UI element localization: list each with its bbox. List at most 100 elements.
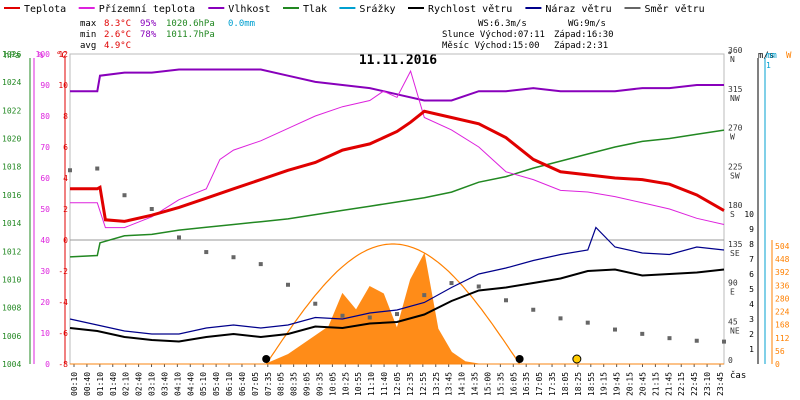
sun-rise-info: Slunce Východ:07:11 <box>442 30 545 40</box>
direction-point <box>95 166 100 171</box>
stats-max-label: max <box>80 19 97 29</box>
x-tick-label: 06:40 <box>238 372 247 396</box>
sunrise-marker <box>262 355 271 363</box>
temperature-axis-label: °C <box>56 51 67 61</box>
series-solar-area <box>70 252 724 365</box>
sun-set-info: Západ:16:30 <box>554 30 614 40</box>
solar-axis-label: W <box>786 51 792 61</box>
direction-point <box>149 207 154 211</box>
temperature-tick-label: 12 <box>58 50 68 59</box>
stats-min-label: min <box>80 30 96 40</box>
temperature-tick-label: -4 <box>58 298 68 307</box>
temperature-tick-label: -2 <box>58 267 68 276</box>
temperature-tick-label: 10 <box>58 81 68 90</box>
x-tick-label: 09:35 <box>315 372 324 396</box>
x-tick-label: 20:15 <box>626 372 635 396</box>
rain-tick-label: 1 <box>766 61 771 70</box>
series-temperature-line <box>70 109 725 223</box>
x-tick-label: 11:10 <box>367 372 376 396</box>
direction-tick-label: 0 <box>728 356 733 365</box>
direction-point <box>286 282 290 287</box>
pressure-tick-label: 1014 <box>2 219 21 228</box>
direction-point <box>449 281 454 286</box>
x-tick-label: 18:05 <box>561 372 570 396</box>
pressure-tick-label: 1026 <box>2 50 21 59</box>
x-tick-label: 20:45 <box>638 372 647 396</box>
legend-label-3: Tlak <box>303 4 327 15</box>
wind-tick-label: 4 <box>749 300 754 309</box>
x-tick-label: 22:15 <box>677 372 686 396</box>
wind-speed-info: WS:6.3m/s <box>478 19 527 29</box>
solar-tick-label: 224 <box>775 308 790 317</box>
wind-tick-label: 7 <box>749 255 754 264</box>
direction-point <box>694 338 699 343</box>
sun-arc <box>265 243 521 365</box>
solar-tick-label: 392 <box>775 268 790 277</box>
direction-tick-label: E <box>730 288 735 297</box>
x-tick-label: 19:15 <box>600 372 609 396</box>
x-tick-label: 21:45 <box>664 372 673 396</box>
solar-tick-label: 504 <box>775 242 790 251</box>
humidity-tick-label: 40 <box>40 236 50 245</box>
stats-min-temp: 2.6°C <box>104 30 131 40</box>
direction-point <box>558 316 563 321</box>
direction-tick-label: 315 <box>728 85 743 94</box>
direction-point <box>613 327 617 332</box>
solar-tick-label: 56 <box>775 347 785 356</box>
legend-label-0: Teplota <box>24 4 66 15</box>
solar-tick-label: 448 <box>775 255 790 264</box>
sunset-marker <box>515 355 524 363</box>
direction-point <box>258 262 263 267</box>
direction-tick-label: 45 <box>728 317 738 326</box>
x-tick-label: 23:45 <box>716 372 725 396</box>
x-tick-label: 18:25 <box>574 372 583 396</box>
x-tick-label: 12:35 <box>406 372 415 396</box>
pressure-tick-label: 1012 <box>2 247 21 256</box>
direction-tick-label: 270 <box>728 124 743 133</box>
wind-tick-label: 5 <box>749 285 754 294</box>
temperature-tick-label: 2 <box>63 205 68 214</box>
x-tick-label: 01:10 <box>96 372 105 396</box>
x-tick-label: 17:05 <box>535 372 544 396</box>
humidity-tick-label: 100 <box>36 50 51 59</box>
direction-tick-label: NE <box>730 326 740 335</box>
x-tick-label: 15:00 <box>483 372 492 396</box>
x-tick-label: 15:35 <box>496 372 505 396</box>
series-humidity-line <box>70 68 724 102</box>
legend-label-7: Směr větru <box>645 3 705 15</box>
direction-tick-label: NW <box>730 94 740 103</box>
x-tick-label: 14:35 <box>471 372 480 396</box>
x-tick-label: 19:45 <box>613 372 622 396</box>
direction-tick-label: 135 <box>728 240 743 249</box>
direction-tick-label: 180 <box>728 201 743 210</box>
stats-max-hum: 95% <box>140 19 157 29</box>
series-wind-line <box>69 268 725 343</box>
x-tick-label: 16:35 <box>522 372 531 396</box>
humidity-tick-label: 30 <box>40 267 50 276</box>
x-tick-label: 18:55 <box>587 372 596 396</box>
wind-tick-label: 8 <box>749 240 754 249</box>
x-tick-label: 12:55 <box>419 372 428 396</box>
wind-tick-label: 10 <box>744 210 754 219</box>
x-tick-label: 10:55 <box>354 372 363 396</box>
x-tick-label: 09:05 <box>303 372 312 396</box>
x-tick-label: 22:45 <box>690 372 699 396</box>
direction-tick-label: SW <box>730 171 740 180</box>
x-tick-label: 21:15 <box>651 372 660 396</box>
humidity-tick-label: 60 <box>40 174 50 183</box>
humidity-tick-label: 10 <box>40 329 50 338</box>
temperature-tick-label: 0 <box>63 236 68 245</box>
direction-axis-label: ° <box>727 51 732 61</box>
moonrise-marker <box>572 354 582 364</box>
x-tick-label: 17:35 <box>548 372 557 396</box>
solar-tick-label: 280 <box>775 294 790 303</box>
direction-point <box>640 331 645 336</box>
temperature-tick-label: -6 <box>58 329 68 338</box>
direction-tick-label: S <box>730 210 735 219</box>
wind-axis-label: m/s <box>758 51 774 61</box>
x-tick-label: 04:40 <box>186 372 195 396</box>
direction-point <box>340 313 345 318</box>
pressure-tick-label: 1016 <box>2 191 21 200</box>
chart-title: 11.11.2016 <box>359 53 437 68</box>
